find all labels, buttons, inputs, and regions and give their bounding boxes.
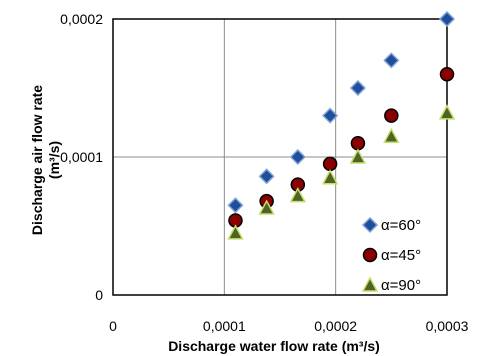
x-tick-label-3: 0,0003: [426, 318, 469, 334]
x-tick-label-2: 0,0002: [314, 318, 357, 334]
legend: α=60° α=45° α=90°: [361, 216, 421, 294]
y-tick-label-0: 0: [95, 287, 103, 303]
x-tick-label-0: 0: [109, 318, 117, 334]
point-alpha-45-3: [322, 156, 338, 172]
point-alpha-45-4: [350, 135, 366, 151]
series-alpha-90: [227, 104, 456, 240]
data-points: [227, 10, 456, 240]
x-tick-label-1: 0,0001: [203, 318, 246, 334]
legend-marker-alpha-45: [362, 247, 378, 263]
point-alpha-60-3: [322, 107, 339, 124]
legend-label-alpha-45: α=45°: [381, 247, 421, 264]
point-alpha-60-5: [383, 52, 400, 69]
point-alpha-60-1: [258, 168, 275, 185]
point-alpha-90-4: [349, 148, 367, 164]
point-alpha-60-0: [227, 197, 244, 214]
legend-label-alpha-60: α=60°: [381, 217, 421, 234]
legend-entry-alpha-45: α=45°: [362, 247, 421, 264]
point-alpha-90-1: [258, 199, 275, 215]
legend-label-alpha-90: α=90°: [381, 277, 421, 294]
y-tick-label-2: 0,0002: [60, 11, 103, 27]
point-alpha-60-6: [438, 10, 456, 28]
legend-marker-alpha-60: [361, 216, 379, 234]
y-axis-tick-labels: 0 0,0001 0,0002: [60, 11, 103, 303]
point-alpha-45-5: [384, 108, 399, 123]
point-alpha-60-4: [349, 79, 366, 97]
point-alpha-60-2: [289, 148, 306, 166]
x-axis-tick-labels: 0 0,0001 0,0002 0,0003: [109, 318, 469, 334]
plot-area-border: [112, 18, 448, 296]
series-alpha-60: [227, 10, 456, 214]
point-alpha-90-2: [289, 187, 307, 203]
y-axis-title-line-2: (m³/s): [46, 141, 62, 179]
point-alpha-45-6: [439, 66, 455, 82]
point-alpha-90-3: [321, 169, 339, 185]
point-alpha-90-6: [438, 104, 456, 120]
legend-marker-alpha-90: [361, 276, 379, 292]
point-alpha-90-0: [227, 224, 244, 240]
legend-entry-alpha-60: α=60°: [361, 216, 421, 234]
series-alpha-45: [228, 66, 455, 228]
legend-entry-alpha-90: α=90°: [361, 276, 421, 294]
y-axis-title-line-1: Discharge air flow rate: [29, 85, 45, 235]
point-alpha-90-5: [383, 127, 400, 144]
x-axis-title: Discharge water flow rate (m³/s): [168, 338, 380, 354]
y-tick-label-1: 0,0001: [60, 149, 103, 165]
